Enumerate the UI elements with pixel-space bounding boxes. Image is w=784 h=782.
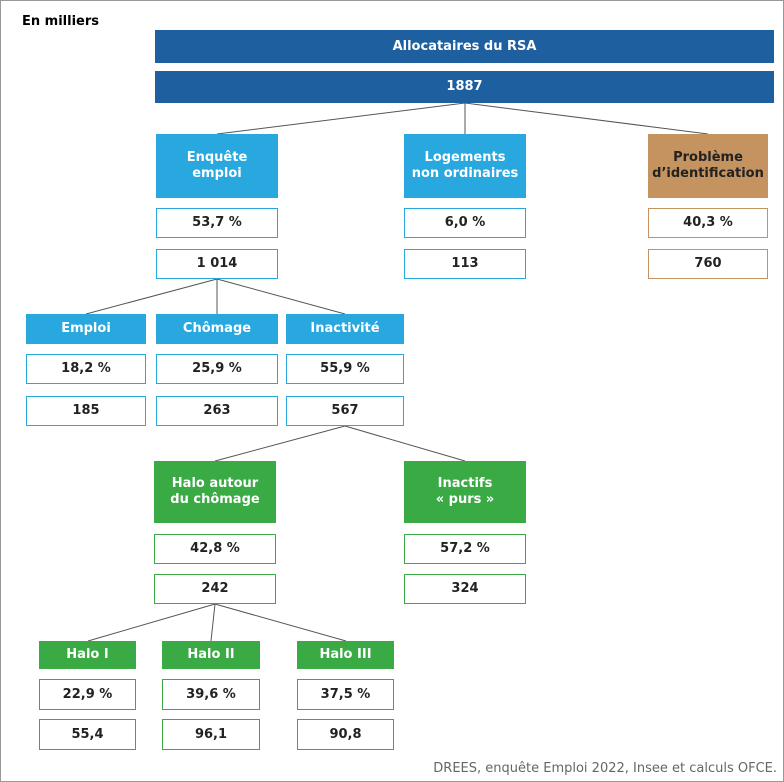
node-percent: 22,9 % xyxy=(39,679,136,710)
node-label: Chômage xyxy=(156,314,278,344)
node-percent: 57,2 % xyxy=(404,534,526,564)
node-label: Halo I xyxy=(39,641,136,669)
node-percent: 37,5 % xyxy=(297,679,394,710)
label-line: Halo II xyxy=(187,647,235,662)
node-label: Emploi xyxy=(26,314,146,344)
label-line: Inactivité xyxy=(310,321,380,336)
node-count: 760 xyxy=(648,249,768,279)
node-percent: 18,2 % xyxy=(26,354,146,384)
node-percent: 25,9 % xyxy=(156,354,278,384)
node-percent: 55,9 % xyxy=(286,354,404,384)
label-line: Chômage xyxy=(182,321,252,336)
node-count: 90,8 xyxy=(297,719,394,750)
node-count: 185 xyxy=(26,396,146,426)
node-label: Problème d’identification xyxy=(648,134,768,198)
label-line: emploi xyxy=(192,166,242,181)
node-count: 55,4 xyxy=(39,719,136,750)
label-line: « purs » xyxy=(435,492,495,507)
node-label: Halo autour du chômage xyxy=(154,461,276,523)
node-label: Halo III xyxy=(297,641,394,669)
label-line: d’identification xyxy=(652,166,764,181)
node-label: Enquête emploi xyxy=(156,134,278,198)
root-title: Allocataires du RSA xyxy=(155,30,774,63)
label-line: non ordinaires xyxy=(411,166,519,181)
node-percent: 42,8 % xyxy=(154,534,276,564)
label-line: Emploi xyxy=(61,321,111,336)
label-line: Inactifs xyxy=(437,476,493,491)
root-count: 1887 xyxy=(155,71,774,103)
label-line: Halo autour xyxy=(171,476,259,491)
node-count: 113 xyxy=(404,249,526,279)
node-count: 1 014 xyxy=(156,249,278,279)
node-percent: 40,3 % xyxy=(648,208,768,238)
node-label: Inactivité xyxy=(286,314,404,344)
label-line: Halo I xyxy=(66,647,109,662)
source: DREES, enquête Emploi 2022, Insee et cal… xyxy=(433,761,777,776)
label-line: Logements xyxy=(424,150,506,165)
node-count: 96,1 xyxy=(162,719,260,750)
node-count: 324 xyxy=(404,574,526,604)
node-count: 567 xyxy=(286,396,404,426)
node-label: Inactifs « purs » xyxy=(404,461,526,523)
unit-label: En milliers xyxy=(22,14,99,29)
label-line: Halo III xyxy=(319,647,372,662)
label-line: Enquête xyxy=(186,150,248,165)
node-percent: 39,6 % xyxy=(162,679,260,710)
node-label: Logements non ordinaires xyxy=(404,134,526,198)
node-label: Halo II xyxy=(162,641,260,669)
label-line: du chômage xyxy=(170,492,260,507)
node-count: 263 xyxy=(156,396,278,426)
node-count: 242 xyxy=(154,574,276,604)
node-percent: 53,7 % xyxy=(156,208,278,238)
label-line: Problème xyxy=(673,150,743,165)
node-percent: 6,0 % xyxy=(404,208,526,238)
